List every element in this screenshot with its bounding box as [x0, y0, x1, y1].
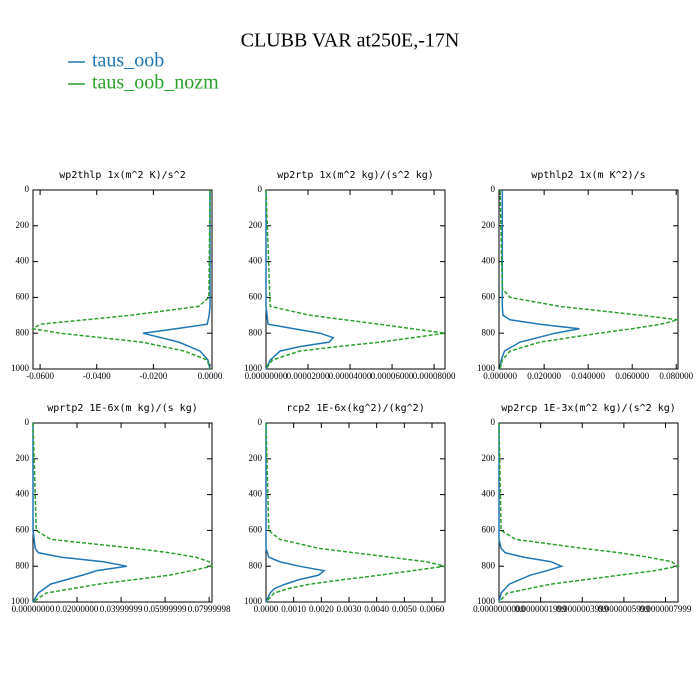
- x-tick-label: 0.0000: [254, 604, 279, 614]
- panel-title: wpthlp2 1x(m K^2)/s: [531, 170, 645, 181]
- y-tick-label: 800: [482, 560, 496, 570]
- y-tick-label: 400: [482, 489, 496, 499]
- x-tick-label: 0.07999998: [188, 604, 231, 614]
- x-tick-label: 0.00008000: [413, 371, 456, 381]
- series-line: [498, 423, 564, 603]
- panel-title: wp2rcp 1E-3x(m^2 kg)/(s^2 kg): [501, 403, 676, 414]
- y-tick-label: 600: [16, 291, 30, 301]
- y-tick-label: 200: [249, 220, 263, 230]
- x-tick-label: 0.000000: [483, 371, 517, 381]
- x-tick-label: 0.080000: [659, 371, 693, 381]
- y-tick-label: 600: [482, 291, 496, 301]
- series-line: [265, 423, 326, 603]
- x-tick-label: 0.00000000: [245, 371, 288, 381]
- y-tick-label: 1000: [244, 363, 263, 373]
- y-tick-label: 200: [249, 453, 263, 463]
- y-tick-label: 800: [249, 327, 263, 337]
- y-tick-label: 400: [249, 489, 263, 499]
- y-tick-label: 0: [491, 417, 496, 427]
- y-tick-label: 400: [482, 256, 496, 266]
- legend-label: taus_oob_nozm: [92, 72, 219, 94]
- x-tick-label: 0.0000001999: [515, 604, 567, 614]
- x-tick-label: 0.05999999: [144, 604, 187, 614]
- series-line: [265, 189, 446, 370]
- legend-label: taus_oob: [92, 50, 164, 72]
- panel-title: wp2thlp 1x(m^2 K)/s^2: [59, 170, 185, 181]
- series-line: [499, 190, 580, 370]
- x-tick-label: 0.00000000: [12, 604, 55, 614]
- x-tick-label: 0.0040: [364, 604, 389, 614]
- x-tick-label: 0.040000: [571, 371, 605, 381]
- y-tick-label: 1000: [477, 363, 496, 373]
- series-line: [498, 422, 680, 603]
- x-tick-label: 0.00002000: [287, 371, 330, 381]
- plot-frame: [32, 189, 213, 370]
- y-tick-label: 200: [16, 453, 30, 463]
- x-tick-label: 0.02000000: [56, 604, 99, 614]
- y-tick-label: 0: [25, 184, 30, 194]
- page-title: CLUBB VAR at250E,-17N: [241, 30, 460, 52]
- panel-title: wp2rtp 1x(m^2 kg)/(s^2 kg): [277, 170, 434, 181]
- x-tick-label: 0.03999999: [100, 604, 143, 614]
- series-line: [142, 190, 211, 370]
- x-tick-label: -0.0200: [139, 371, 167, 381]
- y-tick-label: 0: [25, 417, 30, 427]
- y-tick-label: 600: [249, 524, 263, 534]
- x-tick-label: -0.0600: [26, 371, 54, 381]
- x-tick-label: 0.0020: [309, 604, 334, 614]
- y-tick-label: 1000: [477, 596, 496, 606]
- y-tick-label: 200: [482, 220, 496, 230]
- x-tick-label: 0.060000: [615, 371, 649, 381]
- y-tick-label: 1000: [11, 363, 30, 373]
- series-line: [32, 422, 214, 603]
- y-tick-label: 0: [491, 184, 496, 194]
- y-tick-label: 400: [16, 256, 30, 266]
- panel-title: wprtp2 1E-6x(m kg)/(s kg): [47, 403, 198, 414]
- x-tick-label: 0.020000: [527, 371, 561, 381]
- series-line: [265, 190, 335, 370]
- panel-title: rcp2 1E-6x(kg^2)/(kg^2): [286, 403, 424, 414]
- y-tick-label: 200: [482, 453, 496, 463]
- y-tick-label: 800: [16, 327, 30, 337]
- y-tick-label: 600: [249, 291, 263, 301]
- y-tick-label: 600: [482, 524, 496, 534]
- x-tick-label: 0.0010: [281, 604, 306, 614]
- y-tick-label: 800: [249, 560, 263, 570]
- y-tick-label: 0: [258, 184, 263, 194]
- y-tick-label: 1000: [244, 596, 263, 606]
- x-tick-label: 0.00004000: [329, 371, 372, 381]
- y-tick-label: 400: [16, 489, 30, 499]
- y-tick-label: 800: [16, 560, 30, 570]
- y-tick-label: 800: [482, 327, 496, 337]
- series-line: [499, 189, 679, 370]
- x-tick-label: 0.0030: [337, 604, 362, 614]
- x-tick-label: 0.0050: [392, 604, 417, 614]
- series-line: [32, 423, 127, 603]
- x-tick-label: 0.0000003999: [556, 604, 608, 614]
- x-tick-label: 0.0000005999: [598, 604, 650, 614]
- x-tick-label: 0.0060: [420, 604, 445, 614]
- x-tick-label: 0.0000: [198, 371, 223, 381]
- x-tick-label: -0.0400: [83, 371, 111, 381]
- series-line: [265, 422, 446, 603]
- y-tick-label: 0: [258, 417, 263, 427]
- y-tick-label: 200: [16, 220, 30, 230]
- y-tick-label: 400: [249, 256, 263, 266]
- x-tick-label: 0.0000000000: [473, 604, 525, 614]
- series-line: [30, 189, 211, 370]
- y-tick-label: 600: [16, 524, 30, 534]
- x-tick-label: 0.0000007999: [640, 604, 692, 614]
- x-tick-label: 0.00006000: [371, 371, 414, 381]
- y-tick-label: 1000: [11, 596, 30, 606]
